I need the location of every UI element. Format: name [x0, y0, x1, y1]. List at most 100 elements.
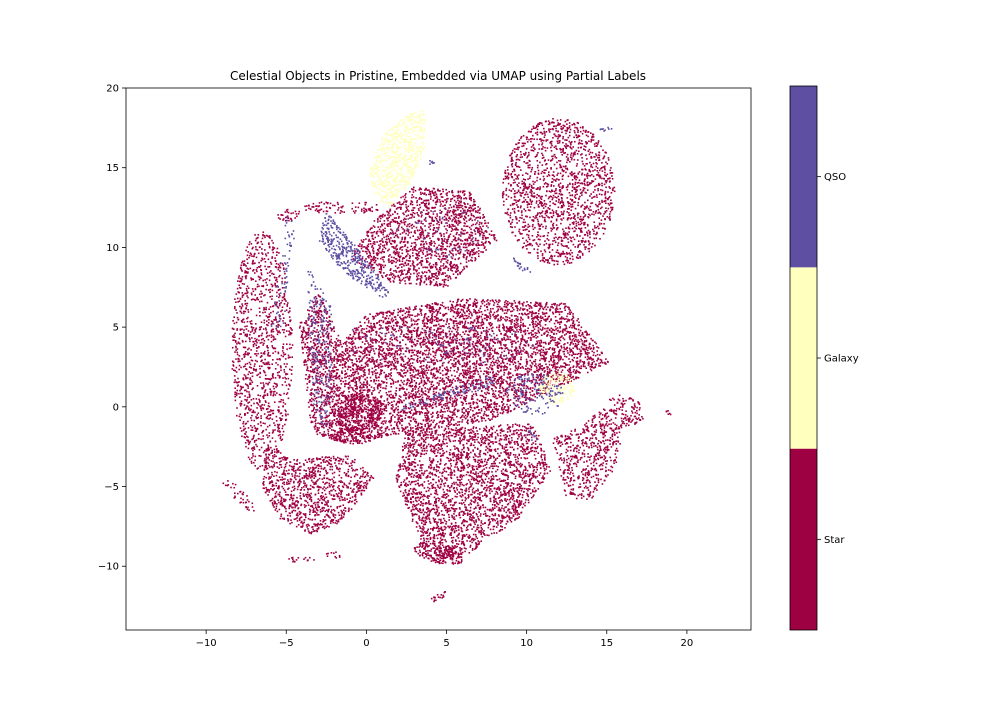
scatter-point — [472, 370, 475, 372]
scatter-point — [268, 366, 271, 369]
scatter-point — [400, 318, 403, 320]
scatter-point — [416, 350, 418, 353]
scatter-point — [425, 331, 427, 334]
scatter-point — [271, 256, 274, 258]
scatter-point — [388, 360, 390, 363]
scatter-point — [272, 347, 275, 350]
scatter-point — [402, 383, 405, 386]
scatter-point — [436, 360, 439, 363]
scatter-point — [246, 272, 248, 274]
scatter-point — [526, 370, 529, 372]
scatter-point — [351, 374, 353, 376]
scatter-point — [249, 340, 251, 343]
scatter-point — [396, 371, 399, 374]
scatter-point — [280, 399, 283, 401]
scatter-point — [330, 341, 332, 343]
scatter-point — [257, 412, 260, 414]
scatter-point — [472, 321, 475, 324]
scatter-point — [273, 336, 275, 338]
scatter-point — [467, 419, 469, 421]
scatter-point — [437, 328, 439, 331]
scatter-point — [390, 319, 393, 321]
scatter-point — [380, 341, 383, 344]
scatter-point — [575, 369, 578, 372]
scatter-point — [331, 359, 333, 362]
scatter-point — [446, 382, 448, 384]
scatter-point — [468, 402, 470, 405]
scatter-point — [585, 339, 588, 342]
scatter-point — [243, 310, 245, 313]
scatter-point — [409, 424, 411, 426]
scatter-point — [277, 352, 280, 355]
scatter-point — [441, 421, 444, 423]
scatter-point — [302, 352, 304, 354]
scatter-point — [474, 373, 476, 375]
scatter-point — [488, 347, 491, 349]
scatter-point — [244, 414, 246, 416]
scatter-point — [456, 388, 458, 390]
scatter-point — [472, 336, 475, 338]
scatter-point — [581, 340, 583, 342]
scatter-point — [243, 329, 245, 331]
scatter-point — [544, 353, 547, 356]
scatter-point — [360, 364, 363, 367]
scatter-point — [422, 408, 424, 410]
scatter-point — [556, 354, 558, 357]
scatter-point — [579, 361, 581, 363]
scatter-point — [380, 319, 383, 322]
scatter-point — [268, 313, 271, 315]
scatter-point — [234, 340, 237, 342]
scatter-point — [405, 383, 408, 386]
scatter-point — [332, 379, 335, 382]
scatter-point — [452, 354, 455, 356]
scatter-point — [287, 413, 289, 416]
scatter-point — [272, 409, 275, 412]
scatter-point — [476, 302, 478, 305]
scatter-point — [578, 321, 580, 324]
scatter-point — [305, 361, 307, 363]
scatter-point — [394, 316, 397, 318]
scatter-point — [453, 363, 455, 366]
scatter-point — [240, 386, 243, 389]
scatter-point — [479, 334, 482, 337]
scatter-point — [249, 378, 251, 381]
scatter-point — [537, 330, 540, 333]
scatter-point — [462, 371, 465, 374]
scatter-point — [437, 347, 440, 350]
scatter-point — [265, 253, 267, 255]
scatter-point — [513, 408, 515, 411]
scatter-point — [499, 412, 502, 414]
scatter-point — [352, 372, 354, 374]
scatter-point — [326, 373, 328, 375]
scatter-point — [412, 376, 414, 378]
scatter-point — [556, 376, 559, 378]
scatter-point — [595, 342, 597, 345]
scatter-point — [535, 365, 538, 368]
scatter-point — [317, 429, 320, 432]
scatter-point — [504, 358, 507, 360]
scatter-point — [357, 372, 359, 374]
scatter-point — [353, 333, 356, 335]
scatter-point — [423, 372, 426, 374]
scatter-point — [264, 374, 267, 377]
scatter-point — [262, 311, 264, 314]
scatter-point — [331, 320, 333, 323]
scatter-point — [371, 315, 374, 318]
scatter-point — [236, 287, 239, 290]
scatter-point — [369, 326, 371, 328]
scatter-point — [368, 425, 370, 427]
scatter-point — [427, 347, 429, 349]
scatter-point — [503, 394, 505, 397]
scatter-point — [442, 374, 444, 376]
scatter-point — [560, 320, 562, 323]
scatter-point — [593, 360, 595, 363]
scatter-point — [573, 378, 575, 381]
scatter-point — [240, 333, 242, 335]
scatter-point — [366, 325, 369, 327]
scatter-point — [345, 347, 347, 350]
scatter-point — [381, 338, 383, 341]
scatter-point — [268, 363, 271, 366]
scatter-point — [445, 425, 448, 427]
scatter-point — [247, 377, 249, 379]
scatter-point — [505, 320, 507, 322]
